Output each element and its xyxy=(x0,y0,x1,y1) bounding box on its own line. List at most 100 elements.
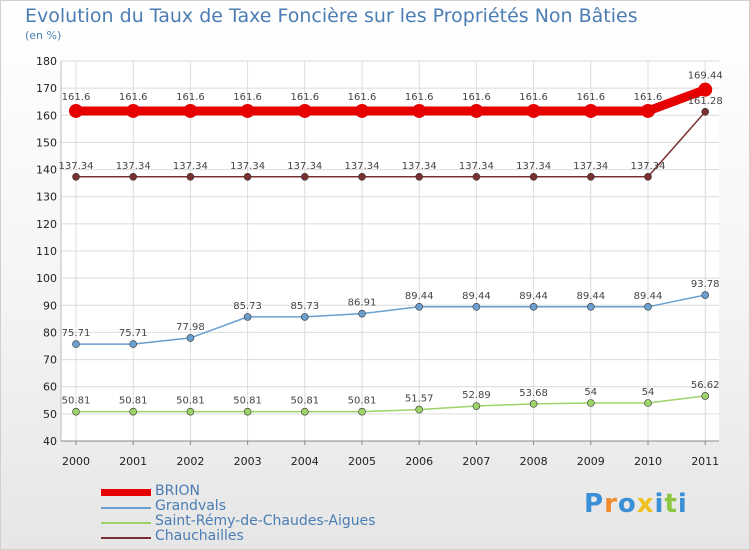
grid xyxy=(61,60,719,442)
data-label-grandvals: 89.44 xyxy=(405,291,434,302)
data-point-brion xyxy=(355,103,369,118)
y-tick-label: 140 xyxy=(36,164,57,177)
logo-letter: o xyxy=(617,489,637,519)
y-axis-unit-label: (en %) xyxy=(25,29,62,42)
data-point-brion xyxy=(240,103,255,118)
legend-swatch xyxy=(101,522,151,524)
y-tick-label: 120 xyxy=(36,218,57,231)
y-tick-label: 100 xyxy=(36,272,57,285)
data-label-brion: 161.6 xyxy=(576,92,605,103)
data-label-brion: 161.6 xyxy=(290,92,319,103)
data-point-chauchailles xyxy=(529,172,538,181)
data-point-brion xyxy=(698,82,713,97)
data-point-chauchailles xyxy=(415,172,424,181)
axes: 40 50 60 70 80 90 100 110 120 130 140 150 160 170 180 2… xyxy=(36,55,719,468)
data-point-brion xyxy=(126,103,141,118)
y-tick-label: 150 xyxy=(36,136,57,149)
data-label-brion: 161.6 xyxy=(519,92,548,103)
legend-swatch xyxy=(101,489,151,496)
y-tick-label: 170 xyxy=(36,82,57,95)
data-point-saint-re-my-de-chaudes-aigues xyxy=(701,392,710,400)
data-label-brion: 161.6 xyxy=(462,92,491,103)
data-label-saint-re-my-de-chaudes-aigues: 50.81 xyxy=(119,396,148,407)
y-tick-label: 60 xyxy=(43,381,57,394)
data-point-brion xyxy=(183,103,198,118)
data-label-grandvals: 85.73 xyxy=(233,301,262,312)
series-line-saint-re-my-de-chaudes-aigues xyxy=(75,395,706,413)
data-label-saint-re-my-de-chaudes-aigues: 50.81 xyxy=(290,396,319,407)
data-point-grandvals xyxy=(186,334,195,342)
data-label-chauchailles: 137.34 xyxy=(59,161,94,172)
data-label-chauchailles: 137.34 xyxy=(287,161,322,172)
data-label-brion: 161.6 xyxy=(176,92,205,103)
data-point-saint-re-my-de-chaudes-aigues xyxy=(586,399,595,407)
logo-letter: i xyxy=(654,489,665,519)
data-point-saint-re-my-de-chaudes-aigues xyxy=(300,407,309,416)
legend-swatch xyxy=(101,507,151,509)
data-point-grandvals xyxy=(300,313,309,321)
data-point-saint-re-my-de-chaudes-aigues xyxy=(186,407,195,416)
data-label-saint-re-my-de-chaudes-aigues: 56.62 xyxy=(691,380,720,391)
data-label-brion: 161.6 xyxy=(405,92,434,103)
data-point-chauchailles xyxy=(472,172,481,181)
data-point-brion xyxy=(69,103,83,118)
data-point-grandvals xyxy=(586,303,595,311)
data-label-saint-re-my-de-chaudes-aigues: 51.57 xyxy=(405,394,434,405)
data-point-grandvals xyxy=(415,303,424,311)
data-point-saint-re-my-de-chaudes-aigues xyxy=(129,407,137,416)
data-point-chauchailles xyxy=(186,172,195,181)
data-point-chauchailles xyxy=(586,172,595,181)
data-label-chauchailles: 137.34 xyxy=(631,161,666,172)
data-label-chauchailles: 137.34 xyxy=(230,161,265,172)
data-point-grandvals xyxy=(358,309,366,318)
data-label-chauchailles: 137.34 xyxy=(345,161,380,172)
data-labels: 75.71 75.71 77.98 85.73 85.73 86.91 89.44 89.44… xyxy=(59,71,723,407)
data-point-saint-re-my-de-chaudes-aigues xyxy=(472,402,481,410)
x-tick-label: 2000 xyxy=(62,455,90,468)
data-point-saint-re-my-de-chaudes-aigues xyxy=(243,407,252,416)
data-label-chauchailles: 137.34 xyxy=(459,161,494,172)
data-label-brion: 161.6 xyxy=(119,92,148,103)
legend-label: Saint-Rémy-de-Chaudes-Aigues xyxy=(155,513,376,529)
x-tick-label: 2002 xyxy=(176,455,204,468)
data-label-grandvals: 89.44 xyxy=(576,291,605,302)
data-label-brion: 169.44 xyxy=(688,71,723,82)
x-tick-label: 2003 xyxy=(234,455,262,468)
data-point-chauchailles xyxy=(243,172,252,181)
legend-label: Grandvals xyxy=(155,498,226,514)
x-tick-label: 2011 xyxy=(691,455,719,468)
data-point-brion xyxy=(583,103,598,118)
data-point-saint-re-my-de-chaudes-aigues xyxy=(72,407,80,416)
data-label-chauchailles: 137.34 xyxy=(573,161,608,172)
data-label-grandvals: 75.71 xyxy=(62,328,91,339)
data-label-grandvals: 89.44 xyxy=(462,291,491,302)
data-label-grandvals: 86.91 xyxy=(348,298,377,309)
y-tick-label: 180 xyxy=(36,55,57,68)
data-label-grandvals: 75.71 xyxy=(119,328,148,339)
data-point-brion xyxy=(412,103,427,118)
data-label-chauchailles: 137.34 xyxy=(116,161,151,172)
x-tick-label: 2006 xyxy=(405,455,433,468)
x-tick-label: 2010 xyxy=(634,455,662,468)
data-label-grandvals: 85.73 xyxy=(290,301,319,312)
x-tick-label: 2007 xyxy=(462,455,490,468)
data-point-grandvals xyxy=(529,303,538,311)
data-label-grandvals: 89.44 xyxy=(634,291,663,302)
data-label-grandvals: 89.44 xyxy=(519,291,548,302)
data-label-chauchailles: 137.34 xyxy=(173,161,208,172)
data-point-grandvals xyxy=(472,303,481,311)
data-label-saint-re-my-de-chaudes-aigues: 50.81 xyxy=(348,396,377,407)
series-line-grandvals xyxy=(75,294,706,345)
data-label-brion: 161.6 xyxy=(348,92,377,103)
data-point-chauchailles xyxy=(358,172,366,181)
data-label-saint-re-my-de-chaudes-aigues: 50.81 xyxy=(62,396,91,407)
data-point-brion xyxy=(469,103,484,118)
data-label-brion: 161.6 xyxy=(62,92,91,103)
logo-letter: i xyxy=(677,489,688,519)
logo-letter: P xyxy=(584,489,605,519)
data-point-saint-re-my-de-chaudes-aigues xyxy=(529,400,538,408)
data-label-chauchailles: 137.34 xyxy=(516,161,551,172)
legend-label: Chauchailles xyxy=(155,528,244,544)
